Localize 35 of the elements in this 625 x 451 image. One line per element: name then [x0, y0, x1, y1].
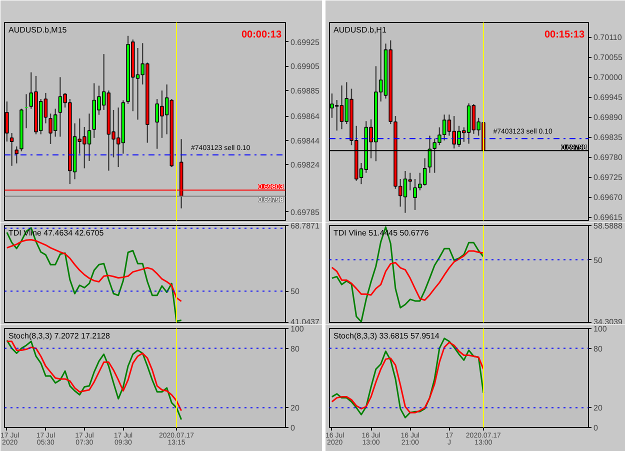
- y-tick-label: 0.69905: [290, 62, 320, 72]
- y-tick-label: 0.70110: [594, 33, 622, 42]
- chart-title: Stoch(8,3,3) 7.2072 17.2128: [8, 332, 110, 340]
- y-tick-label: 100: [290, 324, 304, 334]
- y-tick-label: 0: [594, 424, 598, 432]
- y-tick-label: 0.69725: [594, 173, 623, 182]
- y-tick-label: 100: [594, 324, 608, 334]
- y-tick-label: 0.69844: [290, 136, 320, 146]
- y-tick-label: 80: [290, 344, 300, 354]
- y-tick-label: 0.70055: [594, 53, 623, 62]
- y-tick-label: 0.69780: [594, 153, 623, 162]
- y-tick-label: 80: [594, 344, 603, 354]
- annotation: 00:15:13: [544, 30, 585, 40]
- y-tick-label: 0.69835: [594, 133, 623, 142]
- y-tick-label: 0.69890: [594, 113, 623, 122]
- y-tick-label: 0: [290, 424, 296, 432]
- chart-title: AUDUSD.b,H1: [334, 26, 387, 34]
- y-tick-label: 0.69824: [290, 160, 320, 170]
- y-tick-label: 0.69785: [290, 208, 320, 217]
- y-tick-label: 50: [594, 256, 603, 265]
- y-tick-label: 0.69945: [594, 93, 623, 102]
- y-tick-label: 0.69885: [290, 86, 320, 96]
- y-tick-label: 0.69615: [594, 213, 623, 222]
- annotation: 00:00:13: [241, 30, 282, 40]
- y-tick-label: 20: [290, 404, 300, 413]
- y-tick-label: 50: [290, 287, 300, 296]
- chart-title: Stoch(8,3,3) 33.6815 57.9514: [334, 332, 440, 340]
- y-tick-label: 0.69925: [290, 38, 320, 47]
- y-tick-label: 0.69864: [290, 112, 320, 122]
- chart-title: AUDUSD.b,M15: [8, 26, 68, 34]
- y-tick-label: 0.70000: [594, 73, 623, 82]
- y-tick-label: 0.69670: [594, 193, 623, 202]
- y-tick-label: 20: [594, 404, 603, 413]
- y-tick-label: 58.5888: [594, 222, 623, 230]
- y-tick-label: 68.7871: [290, 222, 320, 230]
